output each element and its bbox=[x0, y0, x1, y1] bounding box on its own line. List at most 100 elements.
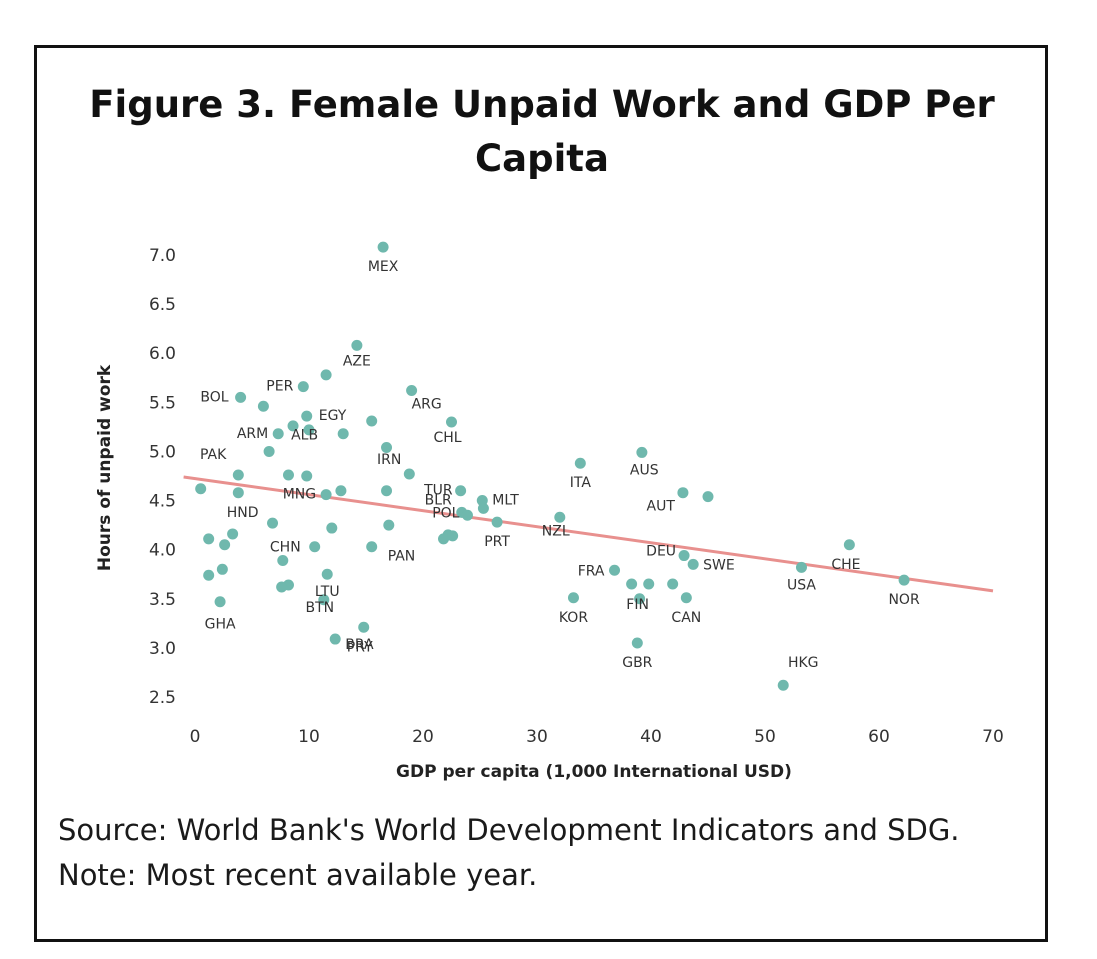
trend-line-group bbox=[183, 475, 994, 593]
x-tick-label: 20 bbox=[412, 727, 434, 747]
point-label: BRA bbox=[345, 637, 374, 653]
point-label: LTU bbox=[315, 584, 340, 600]
point-label: BOL bbox=[200, 389, 228, 405]
data-point bbox=[377, 241, 389, 253]
data-point bbox=[678, 550, 690, 562]
point-label: DEU bbox=[646, 544, 676, 560]
y-axis-title: Hours of unpaid work bbox=[95, 364, 115, 571]
data-point bbox=[267, 517, 279, 529]
data-point bbox=[843, 539, 855, 551]
point-label: ARM bbox=[237, 426, 268, 442]
point-label: NZL bbox=[542, 523, 570, 539]
point-label: IRN bbox=[377, 452, 401, 468]
point-label: PRY bbox=[347, 639, 373, 655]
data-points bbox=[195, 241, 910, 691]
data-point bbox=[203, 569, 215, 581]
x-tick-label: 40 bbox=[640, 727, 662, 747]
y-axis-ticks: 2.5 3.0 3.5 4.0 4.5 5.0 5.5 6.0 6.5 7.0 bbox=[149, 246, 176, 708]
data-point bbox=[287, 420, 299, 432]
data-point bbox=[626, 578, 638, 590]
data-point bbox=[329, 633, 341, 645]
data-point bbox=[297, 381, 309, 393]
data-point bbox=[195, 483, 207, 495]
data-point bbox=[567, 592, 579, 604]
data-point bbox=[631, 637, 643, 649]
source-note: Source: World Bank's World Development I… bbox=[58, 808, 1018, 898]
data-point bbox=[303, 424, 315, 436]
point-label: EGY bbox=[319, 408, 347, 424]
data-point bbox=[403, 468, 415, 480]
trend-line bbox=[183, 475, 994, 593]
data-point bbox=[321, 568, 333, 580]
point-label: PRT bbox=[484, 534, 510, 550]
data-point bbox=[383, 519, 395, 531]
data-point bbox=[777, 679, 789, 691]
data-point bbox=[214, 596, 226, 608]
point-label: PAN bbox=[388, 549, 416, 565]
data-point bbox=[272, 428, 284, 440]
data-point bbox=[219, 539, 231, 551]
data-point bbox=[335, 485, 347, 497]
source-text: Source: World Bank's World Development I… bbox=[58, 813, 960, 847]
data-point bbox=[309, 541, 321, 553]
point-label: AUS bbox=[630, 462, 659, 478]
point-label: CHL bbox=[434, 430, 462, 446]
y-tick-label: 6.0 bbox=[149, 344, 176, 364]
point-label: PAK bbox=[200, 447, 227, 463]
data-point bbox=[216, 563, 228, 575]
point-label: CHN bbox=[270, 540, 301, 556]
point-label: KOR bbox=[559, 610, 588, 626]
data-point bbox=[554, 511, 566, 523]
data-point bbox=[609, 564, 621, 576]
data-point bbox=[477, 502, 489, 514]
data-point bbox=[366, 541, 378, 553]
data-point bbox=[381, 442, 393, 454]
data-point bbox=[491, 516, 503, 528]
point-label: TUR bbox=[423, 483, 453, 499]
data-point bbox=[263, 445, 275, 457]
point-label: HND bbox=[227, 505, 259, 521]
data-point bbox=[667, 578, 679, 590]
y-tick-label: 3.0 bbox=[149, 639, 176, 659]
point-label: AUT bbox=[647, 499, 676, 515]
data-point bbox=[687, 558, 699, 570]
data-point bbox=[282, 469, 294, 481]
x-tick-label: 0 bbox=[190, 727, 201, 747]
x-tick-label: 60 bbox=[868, 727, 890, 747]
data-point bbox=[406, 385, 418, 397]
point-label: FRA bbox=[578, 563, 605, 579]
point-label: CAN bbox=[671, 610, 701, 626]
point-label: POL bbox=[432, 505, 459, 521]
x-tick-label: 70 bbox=[982, 727, 1004, 747]
x-tick-label: 10 bbox=[298, 727, 320, 747]
data-point bbox=[574, 457, 586, 469]
data-point bbox=[447, 530, 459, 542]
point-label: GBR bbox=[622, 655, 652, 671]
data-point bbox=[227, 528, 239, 540]
point-label: BLR bbox=[425, 492, 452, 508]
data-point bbox=[318, 594, 330, 606]
data-point bbox=[677, 487, 689, 499]
x-tick-label: 50 bbox=[754, 727, 776, 747]
y-tick-label: 3.5 bbox=[149, 590, 176, 610]
figure-title: Figure 3. Female Unpaid Work and GDP Per… bbox=[89, 83, 995, 180]
point-label: GHA bbox=[205, 617, 236, 633]
data-point bbox=[358, 621, 370, 633]
data-point bbox=[643, 578, 655, 590]
note-text: Note: Most recent available year. bbox=[58, 858, 538, 892]
point-label: FIN bbox=[626, 597, 649, 613]
y-tick-label: 2.5 bbox=[149, 688, 176, 708]
data-point bbox=[276, 581, 288, 593]
data-point bbox=[438, 533, 450, 545]
data-point bbox=[702, 491, 714, 503]
y-tick-label: 6.5 bbox=[149, 295, 176, 315]
point-label: USA bbox=[787, 577, 816, 593]
data-point bbox=[634, 593, 646, 605]
data-point bbox=[235, 391, 247, 403]
data-point bbox=[232, 469, 244, 481]
data-point bbox=[320, 369, 332, 381]
y-tick-label: 4.0 bbox=[149, 541, 176, 561]
data-point bbox=[351, 339, 363, 351]
data-point bbox=[446, 416, 457, 428]
x-axis-title: GDP per capita (1,000 International USD) bbox=[396, 762, 792, 782]
